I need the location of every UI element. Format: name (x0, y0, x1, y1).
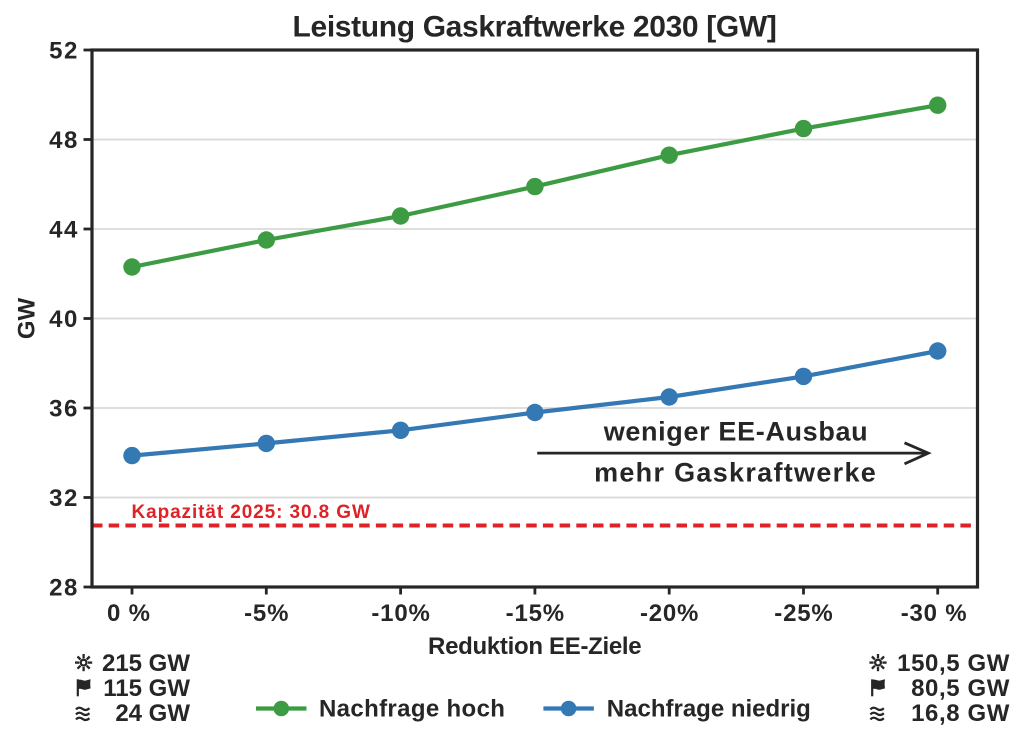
svg-text:36: 36 (49, 396, 79, 423)
svg-text:mehr Gaskraftwerke: mehr Gaskraftwerke (594, 458, 877, 488)
svg-text:80,5 GW: 80,5 GW (911, 675, 1010, 702)
svg-text:32: 32 (49, 485, 79, 512)
svg-text:GW: GW (14, 297, 41, 339)
svg-text:24 GW: 24 GW (115, 700, 190, 727)
svg-text:0 %: 0 % (107, 600, 151, 627)
svg-text:weniger EE-Ausbau: weniger EE-Ausbau (603, 417, 869, 447)
svg-text:44: 44 (49, 217, 79, 244)
svg-text:Nachfrage hoch: Nachfrage hoch (319, 696, 505, 723)
svg-text:-30 %: -30 % (901, 600, 968, 627)
svg-text:-5%: -5% (244, 600, 289, 627)
svg-text:215 GW: 215 GW (102, 650, 190, 677)
svg-text:Leistung Gaskraftwerke 2030 [G: Leistung Gaskraftwerke 2030 [GW] (293, 11, 777, 44)
svg-text:-20%: -20% (640, 600, 699, 627)
svg-text:40: 40 (49, 306, 79, 333)
svg-text:Nachfrage niedrig: Nachfrage niedrig (607, 696, 811, 723)
svg-text:Kapazität 2025: 30.8 GW: Kapazität 2025: 30.8 GW (132, 502, 371, 523)
svg-text:115 GW: 115 GW (103, 675, 190, 702)
svg-text:-15%: -15% (506, 600, 565, 627)
svg-text:Reduktion EE-Ziele: Reduktion EE-Ziele (428, 633, 641, 660)
svg-text:-10%: -10% (371, 600, 430, 627)
svg-text:52: 52 (49, 38, 79, 65)
svg-text:28: 28 (49, 575, 79, 602)
svg-text:48: 48 (49, 127, 79, 154)
svg-text:16,8 GW: 16,8 GW (911, 700, 1010, 727)
svg-text:150,5 GW: 150,5 GW (897, 650, 1010, 677)
svg-text:-25%: -25% (774, 600, 833, 627)
